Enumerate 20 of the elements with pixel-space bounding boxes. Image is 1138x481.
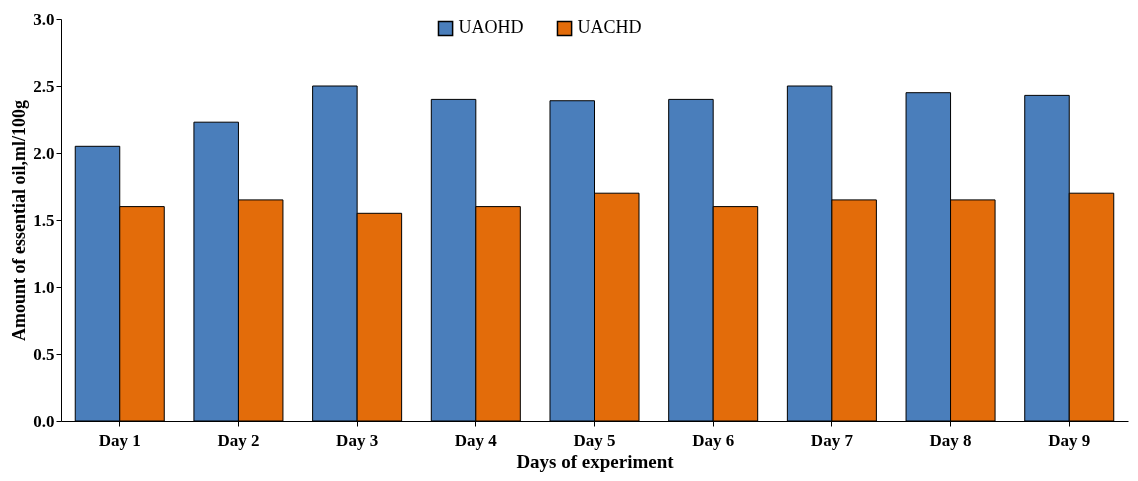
x-tick-label: Day 1 (98, 430, 141, 450)
y-tick-label: 0.5 (33, 344, 55, 364)
legend-label: UACHD (577, 17, 642, 38)
legend-label: UAOHD (458, 17, 524, 38)
x-tick-label: Day 6 (692, 430, 735, 450)
y-tick-label: 2.0 (33, 143, 55, 163)
x-tick-label: Day 7 (810, 430, 854, 450)
x-tick-label: Day 5 (573, 430, 616, 450)
y-axis-title: Amount of essential oil,ml/100g (9, 100, 30, 341)
y-tick-label: 2.5 (33, 76, 55, 96)
y-tick-label: 0.0 (33, 411, 55, 431)
x-tick-label: Day 4 (454, 430, 498, 450)
x-axis-title: Days of experiment (516, 450, 675, 472)
x-tick-label: Day 9 (1048, 430, 1091, 450)
x-tick-label: Day 3 (336, 430, 379, 450)
y-tick-label: 3.0 (33, 9, 55, 29)
y-tick-label: 1.0 (33, 277, 55, 297)
x-tick-label: Day 8 (929, 430, 972, 450)
x-tick-label: Day 2 (217, 430, 260, 450)
y-tick-label: 1.5 (33, 210, 55, 230)
